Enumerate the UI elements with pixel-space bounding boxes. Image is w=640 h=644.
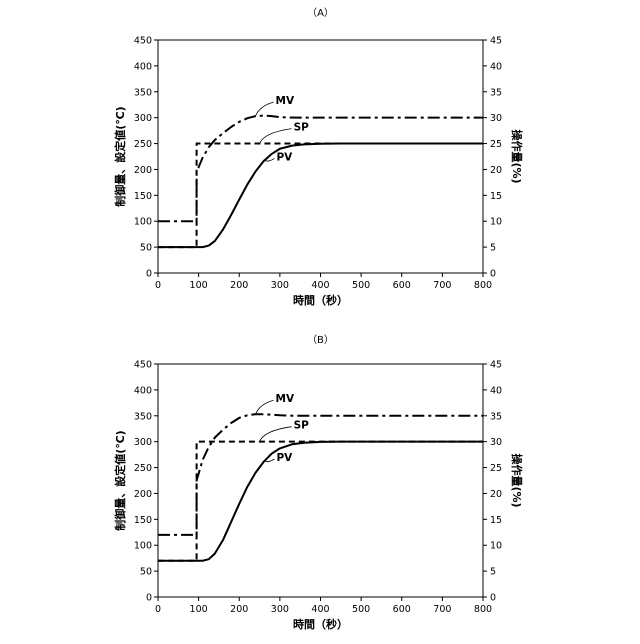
y-tick-label-right: 45: [490, 360, 502, 371]
chart-title: （A）: [307, 7, 334, 19]
y-tick-label-right: 40: [490, 385, 502, 396]
y-axis-label-right: 操作量(%): [510, 453, 524, 507]
y-tick-label-left: 400: [134, 61, 152, 72]
x-tick-label: 200: [230, 604, 248, 615]
x-tick-label: 600: [393, 280, 411, 291]
x-tick-label: 0: [155, 604, 161, 615]
y-tick-label-left: 0: [146, 269, 152, 280]
y-tick-label-left: 100: [134, 541, 152, 552]
y-tick-label-right: 25: [490, 463, 502, 474]
y-tick-label-left: 50: [140, 567, 152, 578]
x-tick-label: 500: [352, 604, 370, 615]
x-tick-label: 100: [190, 604, 208, 615]
leader-line-mv: [256, 400, 274, 414]
chart-a: （A）0100200300400500600700800050100150200…: [113, 7, 524, 307]
annotation-mv: MV: [276, 95, 295, 107]
y-tick-label-right: 30: [490, 113, 502, 124]
annotation-mv: MV: [276, 393, 295, 405]
y-tick-label-right: 40: [490, 61, 502, 72]
y-tick-label-left: 450: [134, 360, 152, 371]
annotation-sp: SP: [294, 420, 310, 432]
series-line-mv: [158, 116, 483, 222]
y-tick-label-right: 5: [490, 567, 496, 578]
y-tick-label-left: 300: [134, 113, 152, 124]
y-tick-label-left: 450: [134, 36, 152, 47]
x-tick-label: 600: [393, 604, 411, 615]
y-tick-label-left: 300: [134, 437, 152, 448]
y-tick-label-left: 100: [134, 217, 152, 228]
y-tick-label-left: 150: [134, 515, 152, 526]
x-tick-label: 300: [271, 280, 289, 291]
y-tick-label-left: 400: [134, 385, 152, 396]
x-tick-label: 400: [311, 280, 329, 291]
y-tick-label-right: 20: [490, 165, 502, 176]
x-axis-label: 時間（秒）: [293, 293, 348, 307]
y-tick-label-right: 15: [490, 515, 502, 526]
x-tick-label: 0: [155, 280, 161, 291]
y-tick-label-left: 0: [146, 593, 152, 604]
y-tick-label-left: 50: [140, 243, 152, 254]
annotation-sp: SP: [294, 122, 310, 134]
y-axis-label-left: 制御量、設定値(℃): [113, 106, 127, 206]
y-tick-label-right: 10: [490, 217, 502, 228]
y-tick-label-left: 250: [134, 139, 152, 150]
series-line-pv: [158, 442, 483, 561]
y-axis-label-right: 操作量(%): [510, 129, 524, 183]
chart-title: （B）: [307, 334, 334, 346]
series-line-pv: [158, 144, 483, 248]
leader-line-sp: [260, 427, 292, 442]
y-tick-label-right: 25: [490, 139, 502, 150]
annotation-pv: PV: [276, 151, 293, 163]
x-tick-label: 100: [190, 280, 208, 291]
y-tick-label-right: 30: [490, 437, 502, 448]
y-tick-label-right: 15: [490, 191, 502, 202]
x-tick-label: 700: [433, 604, 451, 615]
y-tick-label-left: 200: [134, 165, 152, 176]
chart-b: （B）0100200300400500600700800050100150200…: [113, 334, 524, 631]
y-tick-label-left: 250: [134, 463, 152, 474]
leader-line-sp: [260, 129, 292, 144]
series-line-mv: [158, 414, 483, 535]
y-tick-label-right: 20: [490, 489, 502, 500]
y-tick-label-left: 200: [134, 489, 152, 500]
series-line-sp: [158, 144, 483, 248]
y-tick-label-right: 0: [490, 269, 496, 280]
plot-area-frame: [158, 40, 483, 273]
leader-line-mv: [256, 102, 274, 116]
y-tick-label-left: 150: [134, 191, 152, 202]
plot-area-frame: [158, 364, 483, 597]
y-axis-label-left: 制御量、設定値(℃): [113, 430, 127, 530]
y-tick-label-left: 350: [134, 87, 152, 98]
x-tick-label: 200: [230, 280, 248, 291]
y-tick-label-right: 5: [490, 243, 496, 254]
series-line-sp: [158, 442, 483, 561]
annotation-pv: PV: [276, 452, 293, 464]
x-tick-label: 300: [271, 604, 289, 615]
y-tick-label-right: 35: [490, 411, 502, 422]
x-tick-label: 700: [433, 280, 451, 291]
x-tick-label: 500: [352, 280, 370, 291]
x-tick-label: 800: [474, 604, 492, 615]
y-tick-label-right: 0: [490, 593, 496, 604]
x-tick-label: 800: [474, 280, 492, 291]
x-axis-label: 時間（秒）: [293, 617, 348, 631]
y-tick-label-right: 35: [490, 87, 502, 98]
y-tick-label-right: 10: [490, 541, 502, 552]
x-tick-label: 400: [311, 604, 329, 615]
y-tick-label-right: 45: [490, 36, 502, 47]
y-tick-label-left: 350: [134, 411, 152, 422]
